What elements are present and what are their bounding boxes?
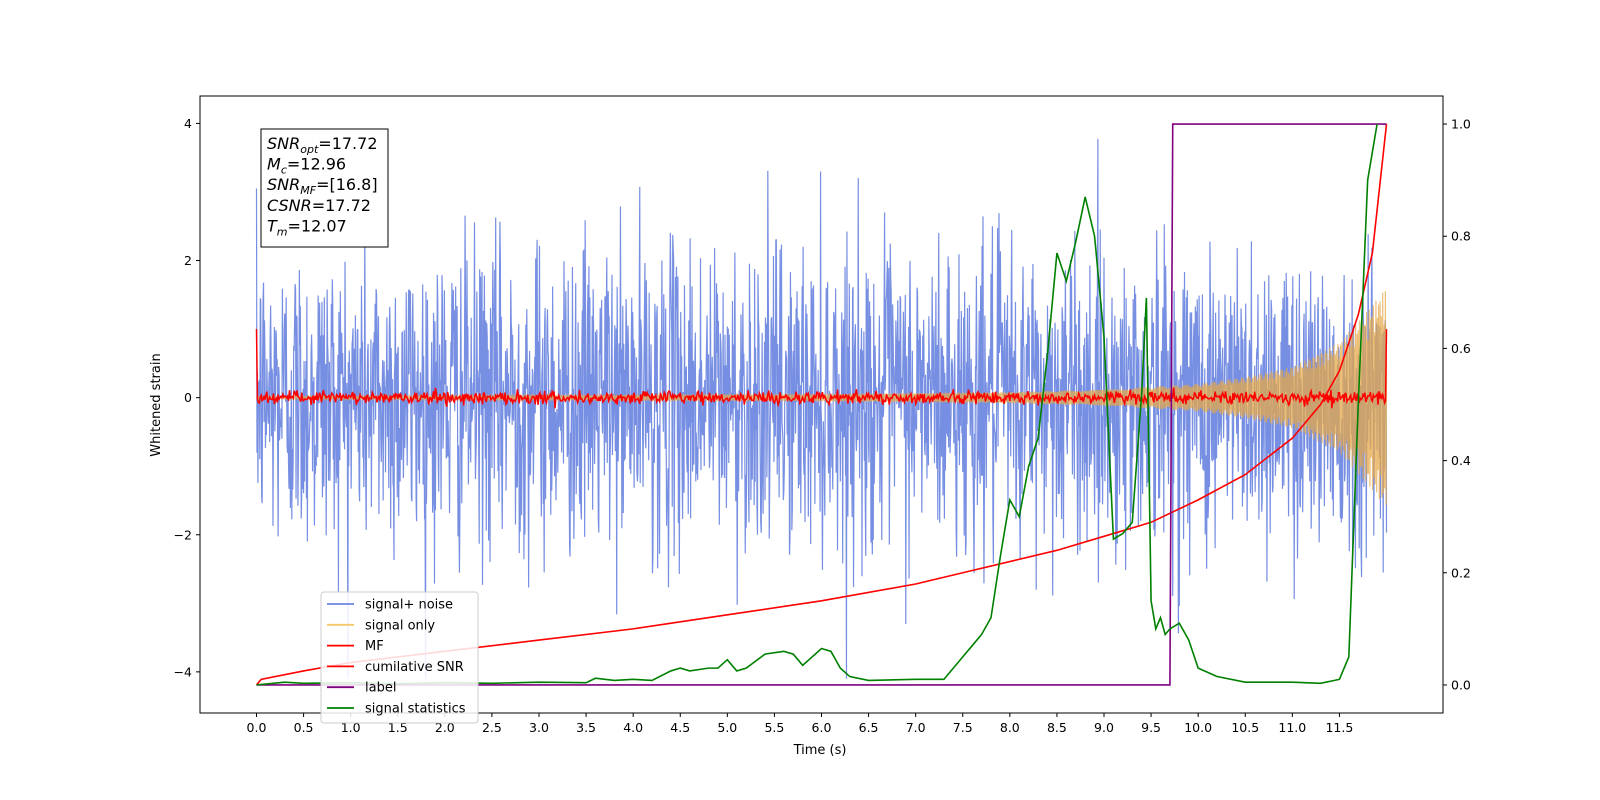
y-axis-label: Whitened strain xyxy=(149,353,164,456)
x-tick-label: 8.0 xyxy=(1000,720,1020,735)
x-tick-label: 1.0 xyxy=(341,720,361,735)
signal-statistics-line xyxy=(256,123,1378,686)
x-tick-label: 1.5 xyxy=(388,720,408,735)
x-tick-label: 11.5 xyxy=(1325,720,1353,735)
annotation-frame xyxy=(260,128,389,248)
y2-tick-label: 0.8 xyxy=(1451,229,1471,244)
x-tick-label: 2.0 xyxy=(435,720,455,735)
x-tick-label: 7.0 xyxy=(906,720,926,735)
legend-frame xyxy=(320,591,479,724)
x-tick-label: 7.5 xyxy=(953,720,973,735)
x-tick-label: 4.5 xyxy=(670,720,690,735)
x-tick-label: 6.5 xyxy=(859,720,879,735)
x-tick-label: 8.5 xyxy=(1047,720,1067,735)
annotation-line: Mc=12.96 xyxy=(267,155,346,177)
x-tick-label: 2.5 xyxy=(482,720,502,735)
legend-label: signal+ noise xyxy=(365,598,453,613)
legend-label: MF xyxy=(365,639,384,654)
y-axis-left: −4 −2 0 2 4 xyxy=(174,116,200,679)
x-tick-label: 5.0 xyxy=(717,720,737,735)
x-tick-label: 3.0 xyxy=(529,720,549,735)
x-tick-label: 6.0 xyxy=(812,720,832,735)
x-tick-label: 10.5 xyxy=(1231,720,1259,735)
x-tick-label: 9.0 xyxy=(1094,720,1114,735)
y-axis-right: 0.0 0.2 0.4 0.6 0.8 1.0 xyxy=(1443,117,1471,692)
y2-tick-label: 0.0 xyxy=(1451,677,1471,692)
y-tick-label: 4 xyxy=(184,116,192,131)
x-tick-label: 4.0 xyxy=(623,720,643,735)
legend-label: signal only xyxy=(365,618,435,633)
y-tick-label: 2 xyxy=(184,253,192,268)
x-tick-label: 5.5 xyxy=(764,720,784,735)
legend-label: cumilative SNR xyxy=(365,660,464,675)
legend: signal+ noise signal only MF cumilative SNR… xyxy=(320,591,479,724)
y2-tick-label: 0.6 xyxy=(1451,341,1471,356)
annotation-line: SNRopt=17.72 xyxy=(267,134,378,156)
annotation-box: SNRopt=17.72Mc=12.96SNRMF=[16.8]CSNR=17.… xyxy=(260,128,389,248)
x-tick-label: 10.0 xyxy=(1184,720,1212,735)
x-axis-label: Time (s) xyxy=(793,743,847,758)
x-tick-label: 11.0 xyxy=(1278,720,1306,735)
y-tick-label: −4 xyxy=(174,664,192,679)
y2-tick-label: 0.4 xyxy=(1451,453,1471,468)
signal-noise-line xyxy=(255,138,1388,679)
annotation-line: SNRMF=[16.8] xyxy=(267,175,378,197)
mf-line xyxy=(255,329,1388,409)
annotation-line: Tm=12.07 xyxy=(267,216,347,238)
y2-tick-label: 0.2 xyxy=(1451,565,1471,580)
x-axis: 0.0 0.5 1.0 1.5 2.0 2.5 3.0 3.5 4.0 4.5 5.0 5.5 6.0 6… xyxy=(247,713,1353,735)
legend-label: signal statistics xyxy=(365,702,466,717)
x-tick-label: 3.5 xyxy=(576,720,596,735)
x-tick-label: 0.5 xyxy=(294,720,314,735)
x-tick-label: 0.0 xyxy=(247,720,267,735)
y2-tick-label: 1.0 xyxy=(1451,117,1471,132)
legend-label: label xyxy=(365,681,396,696)
y-tick-label: −2 xyxy=(174,527,192,542)
x-tick-label: 9.5 xyxy=(1141,720,1161,735)
annotation-line: CSNR=17.72 xyxy=(267,196,371,215)
label-line xyxy=(256,123,1387,686)
y-tick-label: 0 xyxy=(184,390,192,405)
